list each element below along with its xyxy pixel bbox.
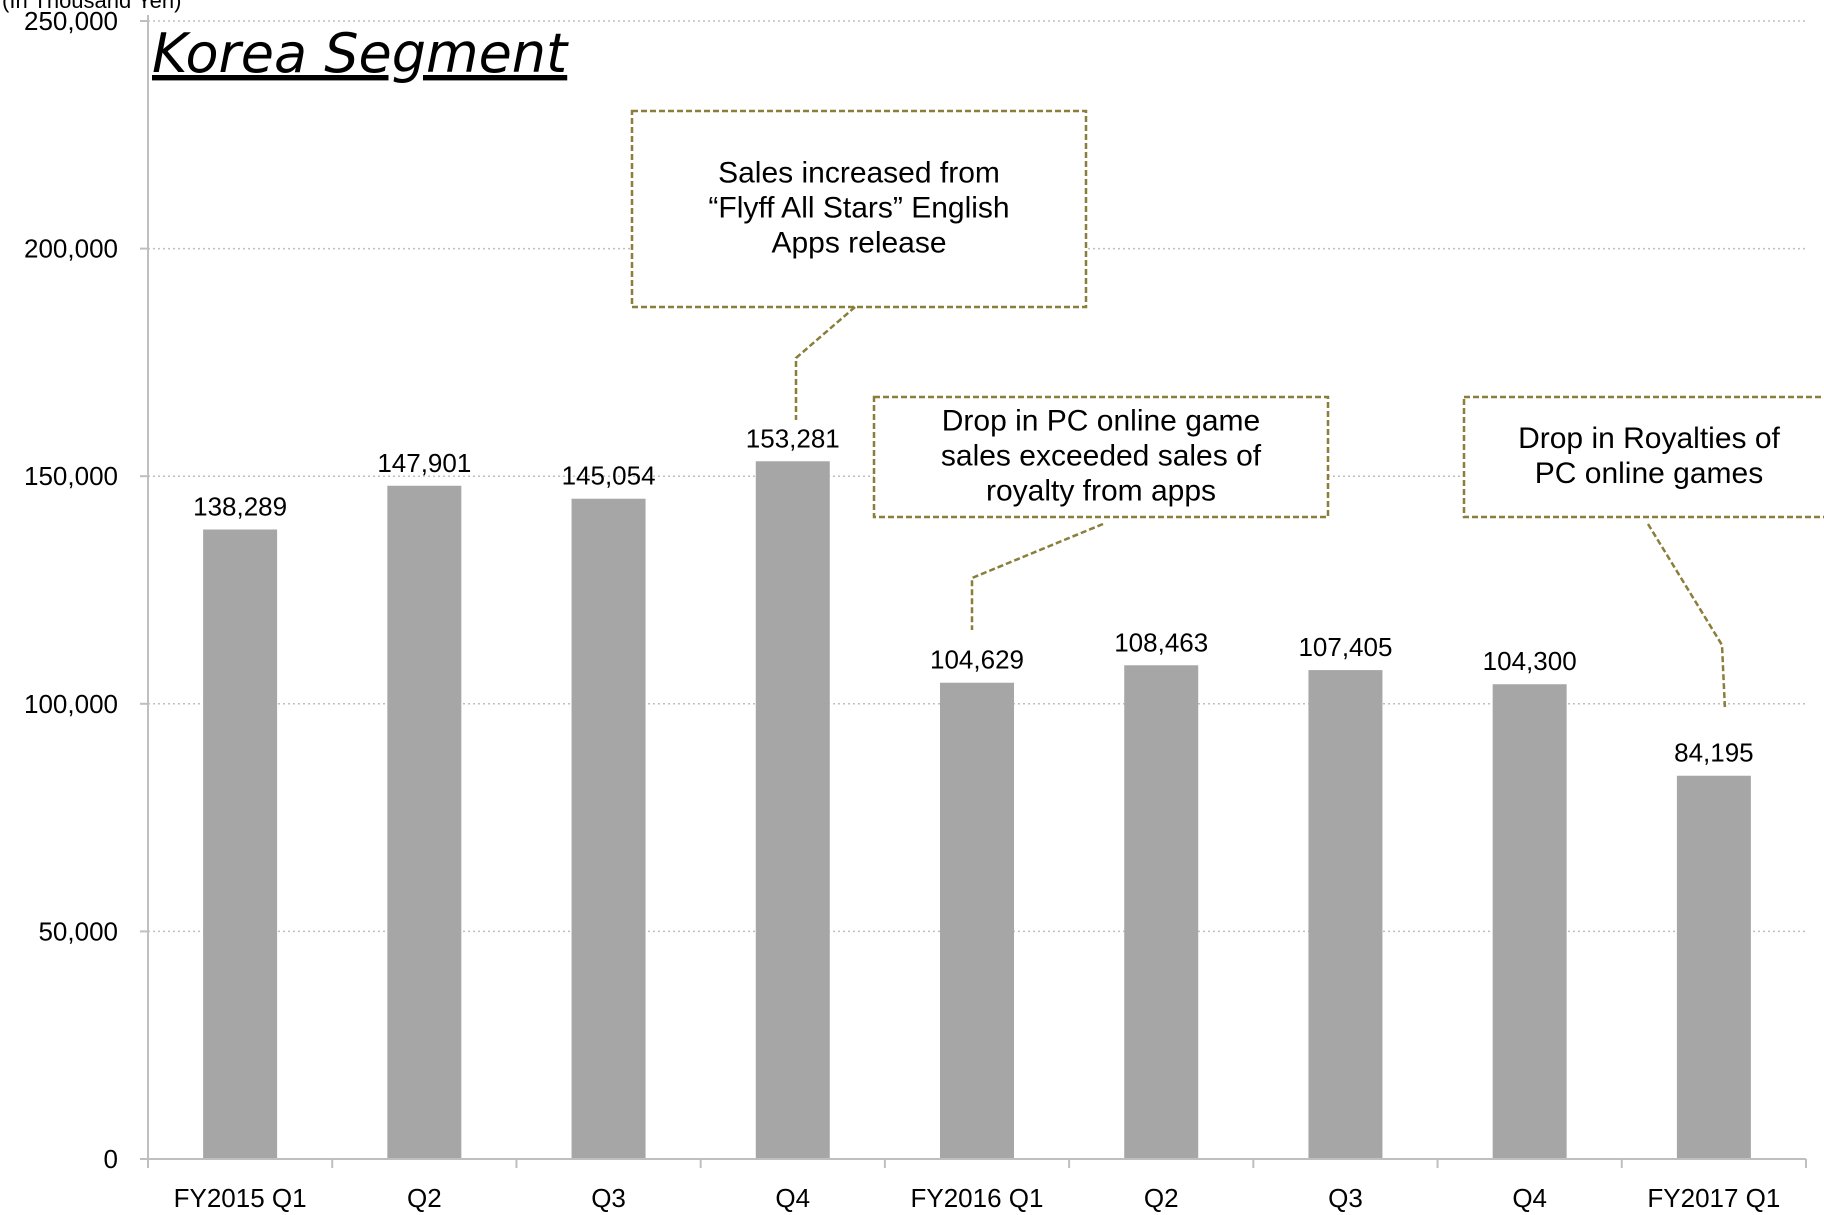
y-axis-unit-label: (In Thousand Yen) [2, 0, 181, 13]
x-tick-label: Q3 [1328, 1183, 1363, 1213]
x-tick-label: FY2015 Q1 [174, 1183, 307, 1213]
x-tick-label: FY2017 Q1 [1647, 1183, 1780, 1213]
callout-text-line: Drop in PC online game [942, 405, 1261, 438]
x-tick-label: Q4 [1512, 1183, 1547, 1213]
x-tick-label: Q4 [775, 1183, 810, 1213]
data-label: 84,195 [1674, 738, 1754, 768]
bar [203, 529, 278, 1159]
bar [1492, 684, 1567, 1159]
data-label: 147,901 [377, 448, 471, 478]
bar [940, 682, 1014, 1159]
bar [755, 461, 830, 1159]
data-label: 104,300 [1483, 646, 1577, 676]
callout-leader-line [1646, 523, 1727, 711]
callout-text-line: Drop in Royalties of [1518, 422, 1780, 455]
callout-text-line: PC online games [1535, 457, 1763, 490]
callout-box [872, 395, 1330, 519]
callout-leader-line [970, 522, 1104, 630]
data-label: 107,405 [1298, 632, 1392, 662]
labels: 0 50,000 100,000 150,000 200,000 250,000 138,2… [24, 6, 1780, 1213]
y-tick-label: 50,000 [38, 916, 118, 946]
data-label: 138,289 [193, 492, 287, 522]
bar [387, 485, 462, 1159]
callout-box [1462, 395, 1824, 519]
y-tick-label: 0 [104, 1144, 118, 1174]
callout-text-line: Sales increased from [718, 157, 1000, 190]
bar [1308, 670, 1383, 1159]
bar [1676, 775, 1751, 1159]
bars [203, 461, 1751, 1159]
y-tick-label: 200,000 [24, 234, 118, 264]
x-tick-label: Q2 [1144, 1183, 1179, 1213]
y-tick-label: 150,000 [24, 461, 118, 491]
bar [1124, 665, 1199, 1159]
x-tick-label: Q2 [407, 1183, 442, 1213]
callout-box [630, 109, 1088, 309]
x-tick-label: Q3 [591, 1183, 626, 1213]
chart-title: Korea Segment [152, 22, 569, 85]
callout-text-line: Apps release [771, 227, 946, 260]
data-label: 153,281 [746, 423, 840, 453]
y-tick-label: 250,000 [24, 6, 118, 36]
x-tick-label: FY2016 Q1 [911, 1183, 1044, 1213]
callout-text-line: sales exceeded sales of [941, 440, 1262, 473]
data-label: 104,629 [930, 645, 1024, 675]
callout-text-line: “Flyff All Stars” English [708, 192, 1009, 225]
y-tick-label: 100,000 [24, 689, 118, 719]
callout-text-line: royalty from apps [986, 475, 1216, 508]
bar [571, 498, 646, 1159]
data-label: 145,054 [562, 461, 656, 491]
callout: Sales increased from“Flyff All Stars” En… [630, 109, 1088, 420]
callout-leader-line [794, 306, 856, 420]
data-label: 108,463 [1114, 627, 1208, 657]
axes [140, 15, 1807, 1168]
callouts: Sales increased from“Flyff All Stars” En… [630, 109, 1824, 711]
